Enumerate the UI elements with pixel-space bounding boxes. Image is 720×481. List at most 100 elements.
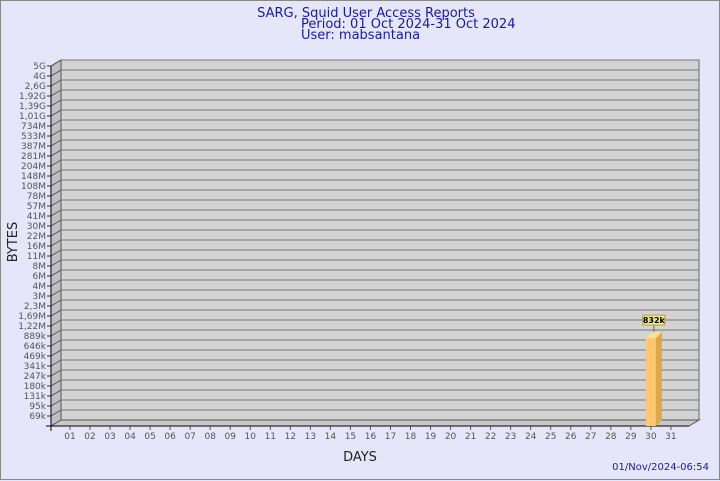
y-gridline-side	[50, 389, 62, 397]
x-tick-label: 08	[204, 432, 216, 442]
x-tick-label: 10	[245, 432, 257, 442]
x-tick-label: 13	[305, 432, 316, 442]
y-gridline-side	[50, 199, 62, 207]
y-gridline-side	[50, 369, 62, 377]
x-tick-label: 30	[645, 432, 657, 442]
y-tick-label: 11M	[27, 252, 46, 262]
y-axis-label: BYTES	[6, 222, 21, 263]
x-tick-label: 06	[164, 432, 176, 442]
y-gridline-side	[50, 319, 62, 327]
y-tick-label: 1,39G	[19, 102, 46, 112]
y-gridline-side	[50, 159, 62, 167]
y-tick-label: 247k	[24, 372, 47, 382]
y-gridline-side	[50, 209, 62, 217]
x-tick-label: 01	[64, 432, 75, 442]
y-gridline-side	[50, 379, 62, 387]
chart-title: SARG, Squid User Access Reports	[257, 6, 475, 21]
y-gridline-side	[50, 79, 62, 87]
y-tick-label: 4M	[33, 282, 47, 292]
y-gridline-side	[50, 139, 62, 147]
y-tick-label: 108M	[21, 182, 46, 192]
plot-floor	[49, 419, 701, 427]
y-tick-label: 41M	[27, 212, 46, 222]
y-tick-label: 1,69M	[18, 312, 46, 322]
y-tick-label: 2,6G	[25, 82, 46, 92]
x-tick-label: 29	[625, 432, 637, 442]
y-gridline-side	[50, 349, 62, 357]
chart-user: User: mabsantana	[301, 28, 420, 43]
y-tick-label: 2,3M	[24, 302, 46, 312]
x-tick-label: 25	[545, 432, 556, 442]
y-gridline-side	[50, 289, 62, 297]
y-tick-label: 281M	[21, 152, 46, 162]
y-gridline-side	[50, 169, 62, 177]
y-gridline-side	[50, 109, 62, 117]
y-tick-label: 204M	[21, 162, 46, 172]
y-tick-label: 131k	[24, 392, 47, 402]
y-tick-label: 22M	[27, 232, 46, 242]
x-tick-label: 31	[665, 432, 676, 442]
y-tick-label: 78M	[27, 192, 46, 202]
x-tick-label: 15	[345, 432, 356, 442]
y-gridline-side	[50, 179, 62, 187]
y-gridline-side	[50, 89, 62, 97]
data-label-box	[642, 314, 666, 326]
x-tick-label: 19	[425, 432, 437, 442]
x-tick-label: 24	[525, 432, 537, 442]
y-gridline-side	[50, 339, 62, 347]
x-tick-label: 20	[445, 432, 457, 442]
x-tick-label: 07	[184, 432, 195, 442]
y-tick-label: 180k	[24, 382, 47, 392]
y-tick-label: 387M	[21, 142, 46, 152]
bar-day-30	[645, 338, 656, 426]
y-gridline-side	[50, 149, 62, 157]
y-gridline-side	[50, 189, 62, 197]
y-tick-label: 30M	[27, 222, 46, 232]
y-gridline-side	[50, 359, 62, 367]
y-gridline-side	[50, 279, 62, 287]
x-tick-label: 16	[365, 432, 377, 442]
x-tick-label: 28	[605, 432, 617, 442]
y-gridline-side	[50, 299, 62, 307]
y-tick-label: 8M	[33, 262, 47, 272]
x-axis-label: DAYS	[343, 450, 377, 465]
y-tick-label: 646k	[24, 342, 47, 352]
y-gridline-side	[50, 59, 62, 67]
data-label: 832k	[643, 316, 666, 325]
x-tick-label: 21	[465, 432, 476, 442]
y-tick-label: 469k	[24, 352, 47, 362]
y-tick-label: 533M	[21, 132, 46, 142]
x-tick-label: 05	[144, 432, 155, 442]
x-tick-label: 12	[285, 432, 296, 442]
generated-timestamp: 01/Nov/2024-06:54	[612, 462, 709, 473]
y-gridline-side	[50, 119, 62, 127]
bar-top	[645, 332, 662, 339]
y-gridline-side	[50, 399, 62, 407]
x-tick-label: 11	[265, 432, 276, 442]
x-tick-label: 14	[325, 432, 337, 442]
x-tick-label: 22	[485, 432, 496, 442]
y-tick-label: 16M	[27, 242, 46, 252]
y-gridline-side	[50, 329, 62, 337]
y-tick-label: 4G	[33, 72, 46, 82]
y-gridline-side	[50, 249, 62, 257]
x-tick-label: 26	[565, 432, 577, 442]
y-tick-label: 5G	[33, 62, 46, 72]
chart-period: Period: 01 Oct 2024-31 Oct 2024	[301, 17, 515, 32]
x-tick-label: 09	[225, 432, 237, 442]
y-tick-label: 6M	[33, 272, 47, 282]
y-gridline-side	[50, 219, 62, 227]
y-tick-label: 1,22M	[18, 322, 46, 332]
x-tick-label: 17	[385, 432, 396, 442]
y-tick-label: 341k	[24, 362, 47, 372]
x-tick-label: 03	[104, 432, 115, 442]
y-gridline-side	[50, 229, 62, 237]
x-tick-label: 27	[585, 432, 596, 442]
y-tick-label: 734M	[21, 122, 46, 132]
y-gridline-side	[50, 69, 62, 77]
y-gridline-side	[50, 99, 62, 107]
y-tick-label: 3M	[33, 292, 47, 302]
x-tick-label: 04	[124, 432, 136, 442]
